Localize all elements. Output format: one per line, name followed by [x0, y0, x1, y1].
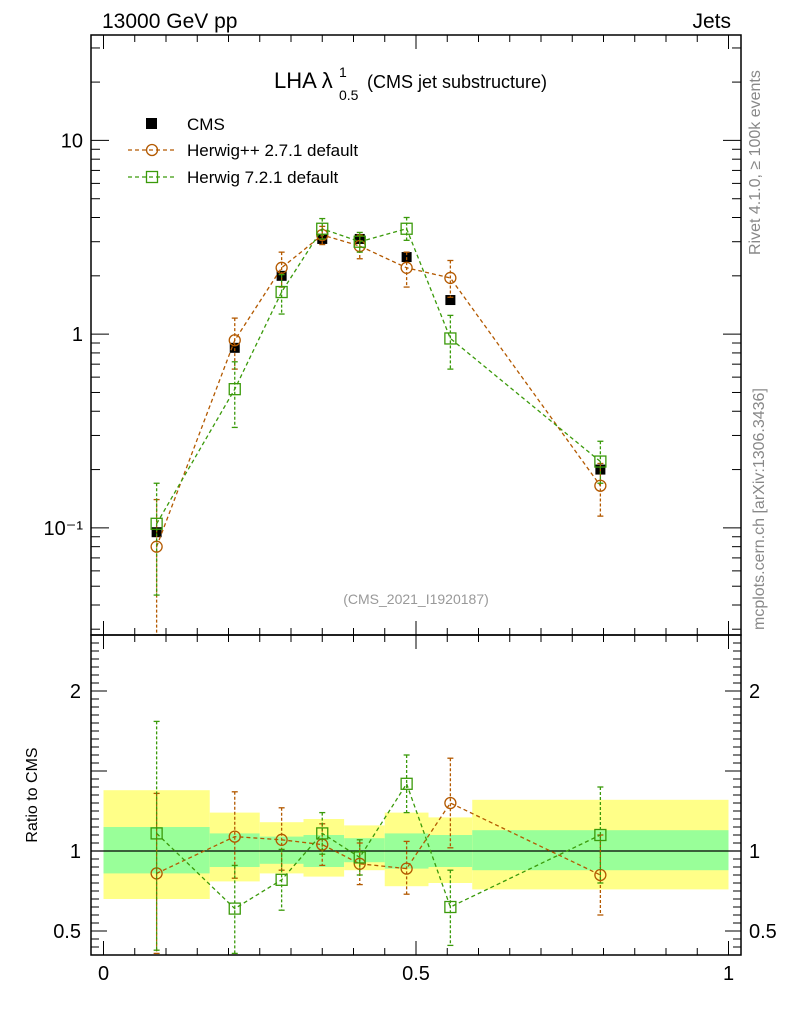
ratio-herwigpp-line	[156, 802, 601, 876]
ratio-herwig7-point	[316, 827, 329, 840]
ratio-y-tick-label: 0.5	[53, 921, 81, 943]
legend-label-herwigpp: Herwig++ 2.7.1 default	[187, 141, 358, 160]
main-title: LHA λ 1 0.5 (CMS jet substructure)	[274, 64, 547, 103]
ratio-herwig7-point	[594, 828, 607, 842]
herwigpp-point	[444, 271, 457, 285]
herwig7-line	[156, 227, 601, 525]
ratio-y-tick-label: 1	[70, 841, 81, 863]
analysis-tag: (CMS_2021_I1920187)	[343, 591, 489, 607]
legend-entry-herwigpp: Herwig++ 2.7.1 default	[128, 141, 358, 160]
herwigpp-point	[400, 261, 413, 274]
header-right-label: Jets	[692, 10, 731, 33]
herwigpp-point	[275, 261, 288, 274]
cms-point	[401, 252, 412, 263]
main-y-tick-label: 10⁻¹	[44, 518, 84, 540]
ratio-herwig7-point	[353, 851, 366, 864]
herwig7-point	[444, 332, 457, 345]
herwig7-point	[353, 235, 366, 248]
herwig7-point	[228, 383, 241, 396]
ratio-x-tick-label: 1	[723, 963, 734, 985]
header-left-label: 13000 GeV pp	[102, 10, 237, 33]
herwig7-series	[150, 216, 607, 596]
rivet-version-label: Rivet 4.1.0, ≥ 100k events	[747, 70, 764, 255]
herwig7-point	[150, 517, 163, 530]
herwigpp-point	[594, 479, 607, 492]
ratio-herwig7-point	[400, 777, 413, 790]
ratio-inner-band	[344, 838, 385, 863]
ratio-plot-series	[91, 720, 741, 955]
ratio-y-tick-label-right: 1	[749, 841, 760, 863]
mcplots-label: mcplots.cern.ch [arXiv:1306.3436]	[751, 388, 768, 630]
ratio-herwig7-series	[150, 720, 607, 955]
ratio-herwigpp-point	[228, 830, 241, 843]
ratio-x-tick-label: 0	[98, 963, 109, 985]
cms-series	[151, 233, 606, 538]
ratio-y-tick-label-right: 2	[749, 681, 760, 703]
legend-marker-cms	[146, 118, 157, 129]
main-title-superscript: 1	[339, 64, 347, 80]
herwigpp-series	[150, 225, 607, 636]
ratio-herwig7-point	[228, 902, 241, 915]
axes: 10 1 10⁻¹ 0 0.5 1 0.5 0.5 1 1 2 2	[44, 34, 777, 985]
legend-label-cms: CMS	[187, 115, 225, 134]
legend-entry-herwig7: Herwig 7.2.1 default	[128, 168, 338, 187]
ratio-ylabel: Ratio to CMS	[24, 747, 41, 842]
herwig7-point	[316, 222, 329, 235]
ratio-y-tick-label-right: 0.5	[749, 921, 777, 943]
cms-point	[445, 295, 456, 306]
main-y-tick-label: 1	[72, 324, 83, 346]
ratio-herwig7-point	[275, 873, 288, 886]
main-subtitle: (CMS jet substructure)	[367, 72, 547, 92]
ratio-herwigpp-point	[275, 833, 288, 846]
herwigpp-line	[156, 234, 601, 547]
ratio-herwigpp-point	[444, 796, 457, 810]
ratio-herwig7-point	[150, 827, 163, 840]
main-y-tick-label: 10	[61, 130, 83, 152]
legend-marker-herwigpp	[145, 143, 159, 157]
main-plot-series	[150, 216, 607, 636]
main-title-text: LHA λ	[274, 68, 333, 93]
legend-label-herwig7: Herwig 7.2.1 default	[187, 168, 338, 187]
ratio-x-tick-label: 0.5	[402, 963, 430, 985]
main-title-subscript: 0.5	[339, 87, 359, 103]
herwig7-point	[275, 285, 288, 299]
herwig7-point	[400, 222, 413, 235]
ratio-herwig7-point	[444, 900, 457, 914]
legend-marker-herwig7	[145, 170, 159, 184]
ratio-herwig7-line	[156, 782, 601, 910]
ratio-herwigpp-point	[400, 862, 413, 875]
herwigpp-point	[228, 334, 241, 347]
herwig7-point	[594, 455, 607, 468]
legend-entry-cms: CMS	[146, 115, 225, 134]
cms-point	[229, 342, 240, 353]
ratio-herwigpp-point	[353, 857, 366, 870]
ratio-y-tick-label: 2	[70, 681, 81, 703]
ratio-bands	[103, 790, 729, 899]
legend: CMS Herwig++ 2.7.1 default Herwig 7.2.1 …	[128, 115, 358, 187]
